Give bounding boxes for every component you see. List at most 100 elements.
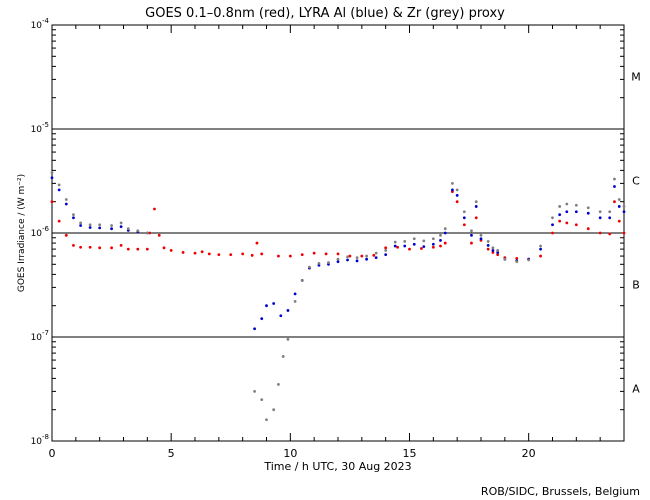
data-point [515,260,519,264]
data-point [336,260,340,264]
data-point [474,200,478,204]
data-point [355,259,359,263]
data-point [613,177,616,181]
data-point [64,233,68,237]
data-point [598,216,602,220]
data-point [360,254,364,258]
flare-class-label: A [632,382,640,395]
y-tick-label: 10-6 [31,225,50,239]
data-point [462,216,466,220]
data-point [565,210,569,214]
data-point [72,213,75,217]
x-tick-label: 20 [522,447,536,460]
data-point [515,256,519,260]
data-point [527,258,531,262]
data-point [455,200,459,204]
data-point [403,244,407,248]
data-point [260,252,264,256]
data-point [272,302,276,305]
data-point [372,253,376,257]
axis-labels: 0 5 10 15 20 10-8 10-7 10-6 10-5 10-4 A B C M [31,17,641,460]
data-point [57,183,61,187]
data-point [250,253,254,257]
data-point [312,251,316,255]
data-point [539,247,542,251]
data-point [253,327,256,331]
data-point [57,219,61,223]
data-point [272,408,276,412]
data-point [574,223,578,227]
y-tick-label: 10-7 [31,329,49,343]
data-point [617,219,621,223]
data-point [181,251,185,254]
data-point [308,265,311,269]
data-point [451,181,454,185]
data-point [50,171,54,175]
data-point [496,249,500,252]
data-point [88,223,92,227]
data-point [608,232,612,236]
data-point [622,231,626,235]
data-point [355,256,359,260]
data-point [281,355,285,358]
data-point [393,240,397,244]
data-point [439,244,442,248]
credit-text: ROB/SIDC, Brussels, Belgium [480,485,640,498]
data-point [431,245,435,249]
data-point [50,200,54,204]
data-point [422,245,426,248]
data-point [431,242,435,246]
data-point [439,233,442,237]
data-point [286,337,290,341]
data-point [384,246,388,250]
data-point [479,237,483,241]
data-point [539,244,542,248]
data-point [451,188,454,192]
data-point [119,221,123,225]
data-point [72,243,75,247]
data-point [136,229,140,233]
data-point [496,253,500,256]
data-point [293,292,297,296]
data-point [443,227,447,231]
data-point [288,254,292,258]
data-point [229,253,233,256]
data-point [79,221,82,225]
data-point [119,225,123,229]
data-point [255,241,259,245]
data-point [558,219,562,223]
data-point [157,233,161,237]
data-point [346,258,349,262]
data-point [64,202,68,206]
data-point [431,237,435,241]
data-point [443,231,447,235]
x-tick-label: 5 [168,447,175,460]
data-point [403,240,407,243]
x-tick-label: 15 [403,447,417,460]
data-point [565,202,569,206]
data-point [279,314,283,318]
data-point [384,249,388,252]
data-point [300,279,304,282]
data-point [286,309,290,312]
y-tick-label: 10-5 [31,121,49,135]
data-point [153,207,156,211]
data-point [462,223,466,227]
y-axis-label: GOES Irradiance / (W m⁻²) [17,174,27,292]
data-point [145,247,149,251]
data-point [98,246,102,250]
y-tick-label: 10-8 [31,433,49,447]
data-point [608,210,612,214]
data-point [622,205,626,208]
data-point [491,251,495,254]
flare-class-label: C [632,174,640,187]
data-point [64,198,68,201]
data-point [551,216,554,220]
data-point [50,176,54,180]
data-point [565,221,569,225]
data-point [574,203,578,207]
data-point [374,256,378,260]
data-point [462,210,466,214]
data-point [169,249,173,252]
data-point [324,252,328,256]
